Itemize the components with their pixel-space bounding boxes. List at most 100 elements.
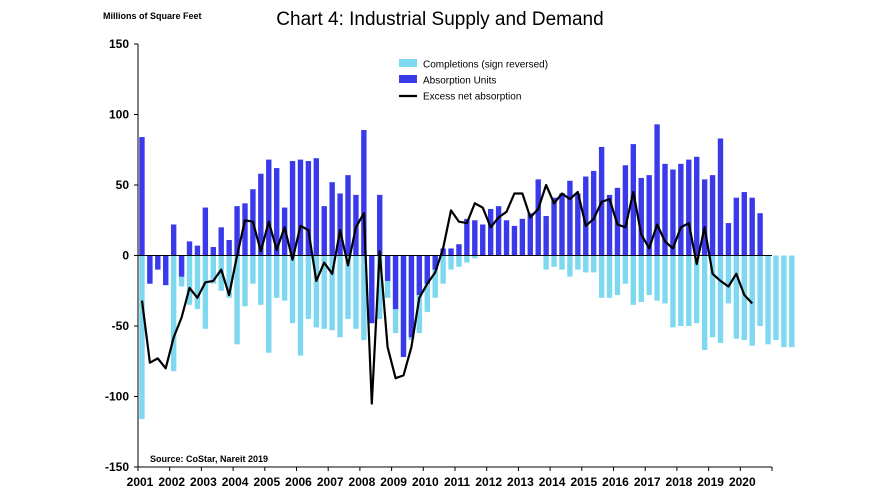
bars-layer [139,124,795,420]
completions-bar [622,255,629,284]
x-tick-label: 2018 [666,475,693,489]
absorption-bar [313,158,320,256]
completions-bar [630,255,637,305]
absorption-bar [503,220,510,256]
absorption-bar [535,179,541,256]
completions-bar [202,255,209,329]
absorption-bar [234,206,240,256]
completions-bar [670,255,676,328]
absorption-bar [440,248,446,256]
completions-bar [377,255,383,319]
completions-bar [773,255,779,341]
x-tick-label: 2014 [539,475,566,489]
absorption-bar [194,245,201,256]
legend-swatch-absorption [399,75,417,83]
completions-bar [448,255,454,270]
absorption-bar [519,218,526,256]
absorption-bar [709,175,716,256]
absorption-bar [662,163,668,256]
absorption-bar [392,255,399,310]
completions-bar [789,255,795,348]
x-tick-label: 2010 [412,475,439,489]
x-tick-label: 2009 [380,475,407,489]
absorption-bar [242,203,248,256]
completions-bar [614,255,621,295]
absorption-bar [416,255,423,295]
absorption-bar [495,206,502,256]
completions-bar [606,255,613,298]
completions-bar [234,255,240,345]
x-tick-label: 2004 [222,475,249,489]
absorption-bar [583,176,589,256]
x-tick-label: 2013 [507,475,534,489]
x-tick-label: 2005 [253,475,280,489]
absorption-bar [527,213,533,256]
absorption-bar [543,216,549,256]
completions-bar [590,255,597,273]
completions-bar [297,255,304,356]
completions-bar [741,255,747,341]
completions-bar [654,255,660,301]
units-label: Millions of Square Feet [103,11,202,21]
completions-bar [701,255,708,350]
absorption-bar [408,255,415,338]
x-tick-label: 2008 [349,475,376,489]
absorption-bar [686,159,692,256]
completions-bar [567,255,573,277]
x-tick-label: 2015 [570,475,597,489]
absorption-bar [606,194,613,256]
absorption-bar [678,163,684,256]
completions-bar [337,255,343,338]
absorption-bar [464,218,470,256]
x-tick-label: 2011 [444,475,470,489]
completions-bar [194,255,201,310]
absorption-bar [297,159,304,256]
absorption-bar [480,224,486,256]
completions-bar [186,255,193,305]
absorption-bar [456,244,462,256]
absorption-bar [725,223,732,256]
completions-bar [289,255,296,324]
legend-label: Completions (sign reversed) [423,60,548,71]
completions-bar [598,255,605,298]
completions-bar [440,255,446,284]
x-tick-label: 2006 [285,475,312,489]
x-tick-label: 2017 [634,475,661,489]
absorption-bar [733,197,740,256]
absorption-bar [432,255,438,270]
completions-bar [757,255,763,326]
absorption-bar [337,193,343,256]
absorption-bar [694,156,700,256]
completions-bar [709,255,716,338]
absorption-bar [384,255,391,281]
y-tick-label: -50 [112,319,130,333]
absorption-bar [400,255,407,358]
absorption-bar [345,175,351,256]
legend: Completions (sign reversed) Absorption Un… [399,59,548,103]
completions-bar [725,255,732,304]
absorption-bar [155,255,161,270]
excess-net-absorption-line [140,183,754,405]
completions-bar [305,255,312,319]
chart-title: Chart 4: Industrial Supply and Demand [276,9,603,30]
absorption-bar [701,179,708,256]
absorption-bar [424,255,430,284]
absorption-bar [511,225,518,256]
absorption-bar [638,177,644,256]
completions-bar [258,255,264,305]
absorption-bar [559,193,565,256]
completions-bar [662,255,668,304]
absorption-bar [139,137,145,256]
y-tick-label: 100 [109,108,129,122]
completions-bar [273,255,280,298]
absorption-bar [487,208,494,256]
y-tick-label: 50 [116,178,130,192]
y-tick-label: -150 [105,460,129,474]
completions-bar [559,255,565,270]
completions-bar [329,255,335,331]
completions-bar [313,255,320,328]
absorption-bar [266,159,272,256]
legend-swatch-completions [399,59,417,67]
absorption-bar [226,239,232,256]
